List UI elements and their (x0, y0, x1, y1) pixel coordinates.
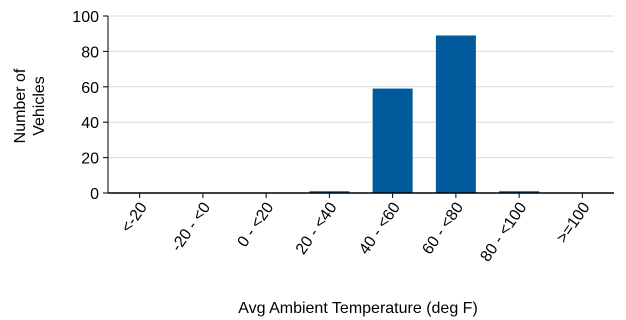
axes (103, 15, 614, 198)
y-tick-labels: 0 20 40 60 80 100 (72, 9, 99, 203)
x-tick-label-6: 80 - <100 (477, 199, 530, 265)
y-axis-title-line-1: Number of (12, 68, 29, 143)
x-tick-label-2: 0 - <20 (235, 199, 278, 250)
x-axis-title: Avg Ambient Temperature (deg F) (238, 300, 478, 317)
y-tick-label-0: 0 (90, 186, 99, 203)
x-tick-label-1: -20 - <0 (168, 199, 214, 254)
y-tick-label-100: 100 (72, 9, 99, 26)
x-tick-label-0: <-20 (118, 199, 151, 235)
y-tick-label-80: 80 (81, 44, 99, 61)
x-tick-label-3: 20 - <40 (293, 199, 341, 257)
y-tick-label-20: 20 (81, 151, 99, 168)
bar-3 (309, 191, 350, 193)
y-tick-label-40: 40 (81, 115, 99, 132)
y-tick-label-60: 60 (81, 80, 99, 97)
bar-6 (499, 191, 540, 193)
x-tick-labels: <-20 -20 - <0 0 - <20 20 - <40 40 - <60 60 - … (118, 199, 593, 265)
x-tick-label-4: 40 - <60 (356, 199, 404, 257)
y-axis-title-line-2: Vehicles (31, 76, 48, 136)
bar-5 (435, 35, 476, 193)
grid-lines (108, 15, 614, 159)
bar-4 (372, 88, 413, 193)
x-tick-label-7: >=100 (554, 199, 594, 246)
bars (309, 35, 540, 193)
x-tick-label-5: 60 - <80 (419, 199, 467, 257)
